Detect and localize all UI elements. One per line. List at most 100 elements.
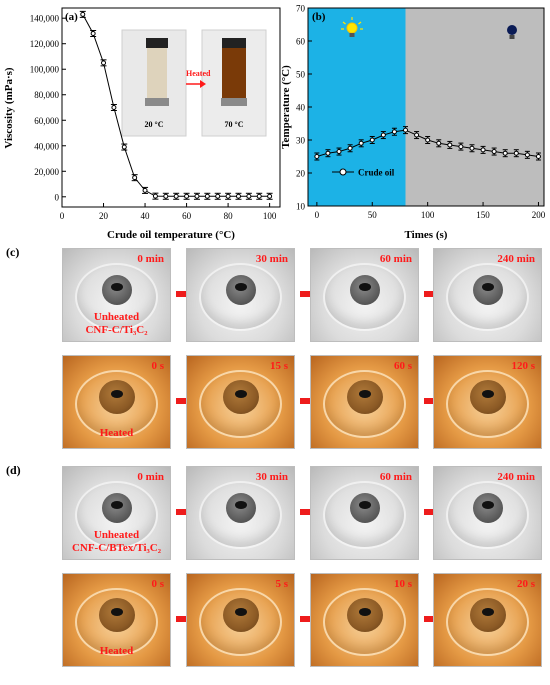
data-point (173, 193, 179, 199)
y-tick-label: 80,000 (34, 90, 59, 100)
data-point (524, 152, 530, 158)
data-point (225, 193, 231, 199)
inset-cap-hot (222, 38, 246, 48)
condition-line-1: Unheated (93, 529, 140, 541)
y-tick-label: 70 (296, 4, 306, 14)
photo-time-label: 0 min (137, 253, 164, 265)
inset-cap-cold (146, 38, 168, 48)
petri-dish (199, 263, 282, 331)
experiment-photo: 60 min (310, 466, 419, 560)
x-tick-label: 200 (532, 210, 546, 220)
inset-vial-hot (222, 48, 246, 98)
data-point (469, 145, 475, 151)
experiment-photo: 20 s (433, 573, 542, 667)
photo-time-label: 240 min (497, 253, 535, 265)
petri-dish (446, 263, 529, 331)
petri-dish (199, 588, 282, 656)
x-tick-label: 50 (368, 210, 378, 220)
data-point (380, 132, 386, 138)
photo-time-label: 30 min (255, 253, 288, 265)
photo-time-label: 60 s (393, 360, 412, 372)
photo-time-label: 60 min (379, 471, 412, 483)
photo-condition-label: Heated (63, 645, 170, 658)
data-point (425, 137, 431, 143)
legend-marker (339, 168, 347, 176)
data-point (267, 193, 273, 199)
photo-time-label: 30 min (255, 471, 288, 483)
petri-dish (75, 588, 158, 656)
inset-arrow-head (200, 80, 206, 88)
petri-dish (75, 481, 158, 549)
x-tick-label: 100 (263, 211, 277, 221)
petri-dish (199, 481, 282, 549)
data-point (152, 193, 158, 199)
chart-a: (a) 0 20,000 40,000 60,000 80,000 100,000 120,… (3, 7, 281, 241)
condition-line-1: Unheated (93, 311, 140, 323)
crude-oil-drop (234, 390, 247, 398)
inset-arrow-label: Heated (186, 69, 211, 78)
inset-temp-hot: 70 °C (225, 120, 244, 129)
data-point (246, 193, 252, 199)
y-tick-label: 60 (296, 37, 306, 47)
y-tick-label: 40 (296, 103, 306, 113)
crude-oil-drop (481, 501, 494, 509)
x-tick-label: 100 (421, 210, 435, 220)
data-point (184, 193, 190, 199)
inset-temp-cold: 20 °C (145, 120, 164, 129)
experiment-photo: 120 s (433, 355, 542, 449)
data-point (513, 150, 519, 156)
y-tick-label: 50 (296, 70, 306, 80)
photo-time-label: 0 s (151, 578, 164, 590)
data-point (101, 60, 107, 66)
chart-b-xlabel: Times (s) (405, 229, 448, 241)
experiment-photo: 0 min Unheated CNF-C/BTex/Ti₃C₂ (62, 466, 171, 560)
condition-line-1: Heated (99, 427, 134, 439)
y-tick-label: 120,000 (30, 39, 60, 49)
crude-oil-drop (481, 608, 494, 616)
data-point (502, 150, 508, 156)
chart-b-legend: Crude oil (332, 168, 395, 178)
chart-b-ylabel: Temperature (°C) (280, 65, 292, 149)
data-point (403, 127, 409, 133)
crude-oil-drop (481, 283, 494, 291)
experiment-photo: 30 min (186, 466, 295, 560)
lightbulb-on-icon (341, 17, 363, 37)
crude-oil-drop (358, 608, 371, 616)
crude-oil-drop (481, 390, 494, 398)
inset-base-cold (145, 98, 169, 106)
experiment-photo: 10 s (310, 573, 419, 667)
data-point (358, 140, 364, 146)
lightbulb-off-icon (507, 25, 517, 39)
petri-dish (199, 370, 282, 438)
y-tick-label: 20,000 (34, 167, 59, 177)
data-point (235, 193, 241, 199)
experiment-photo: 0 s Heated (62, 355, 171, 449)
data-point (325, 150, 331, 156)
crude-oil-drop (110, 501, 123, 509)
crude-oil-drop (358, 283, 371, 291)
x-tick-label: 150 (476, 210, 490, 220)
data-point (80, 11, 86, 17)
photo-time-label: 60 min (379, 253, 412, 265)
y-tick-label: 20 (296, 169, 306, 179)
y-tick-label: 140,000 (30, 14, 60, 24)
data-point (491, 149, 497, 155)
y-tick-label: 40,000 (34, 141, 59, 151)
y-tick-label: 60,000 (34, 116, 59, 126)
photo-condition-label: Unheated CNF-C/Ti₃C₂ (63, 311, 170, 337)
legend-label: Crude oil (358, 168, 395, 178)
petri-dish (323, 263, 406, 331)
experiment-photo: 30 min (186, 248, 295, 342)
petri-dish (323, 370, 406, 438)
crude-oil-drop (110, 390, 123, 398)
x-tick-label: 60 (182, 211, 192, 221)
petri-dish (75, 370, 158, 438)
data-point (391, 129, 397, 135)
petri-dish (446, 370, 529, 438)
experiment-photo: 240 min (433, 466, 542, 560)
data-point (347, 145, 353, 151)
photo-time-label: 5 s (275, 578, 288, 590)
data-point (215, 193, 221, 199)
chart-a-inset: Heated 20 °C 70 °C (121, 29, 267, 137)
chart-b: (b) 10 20 30 40 50 60 70 0 50 100 150 200 Crude oi… (280, 4, 546, 242)
